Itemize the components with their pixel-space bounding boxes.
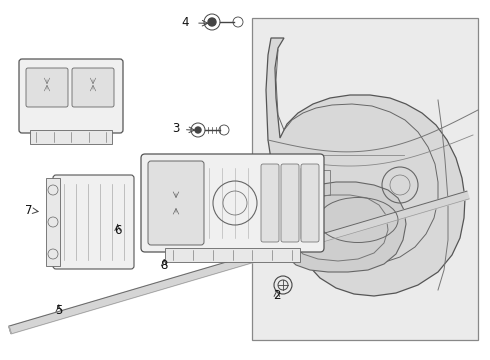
FancyBboxPatch shape [301,164,319,242]
FancyBboxPatch shape [261,164,279,242]
Text: 7: 7 [24,204,32,217]
Text: 3: 3 [172,122,179,135]
Text: 4: 4 [181,16,189,29]
FancyBboxPatch shape [19,59,123,133]
FancyBboxPatch shape [53,175,134,269]
Bar [46,178,60,266]
Polygon shape [9,326,11,334]
Polygon shape [9,191,469,334]
FancyBboxPatch shape [148,161,204,245]
Text: 6: 6 [114,224,122,237]
Text: 5: 5 [55,304,63,317]
FancyBboxPatch shape [281,164,299,242]
Text: 8: 8 [160,259,168,272]
Bar [165,248,300,262]
Polygon shape [278,182,406,272]
FancyBboxPatch shape [72,68,114,107]
Circle shape [208,18,216,26]
FancyBboxPatch shape [26,68,68,107]
Circle shape [195,127,201,133]
Text: 2: 2 [273,289,281,302]
FancyBboxPatch shape [141,154,324,252]
Bar [30,130,112,144]
Bar [252,18,478,340]
Polygon shape [266,38,465,296]
